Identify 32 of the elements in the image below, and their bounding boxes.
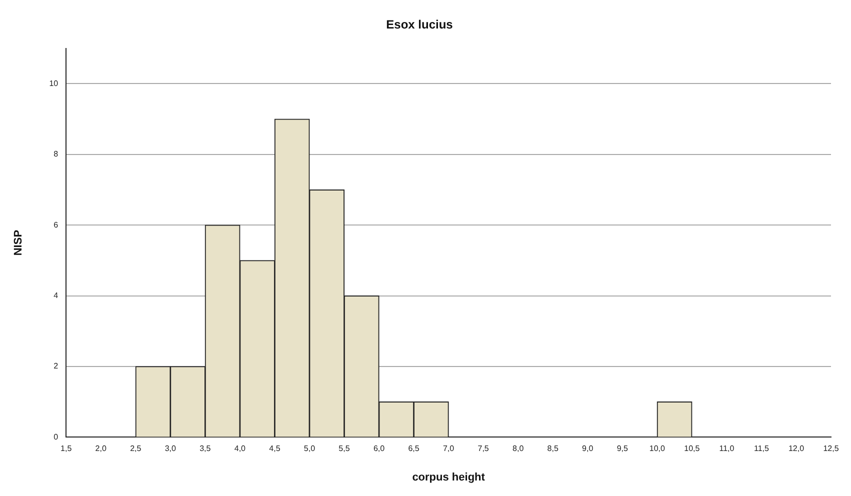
x-tick-label: 11,0 <box>719 444 735 454</box>
x-tick-label: 10,0 <box>649 444 666 454</box>
x-tick-label: 3,0 <box>164 444 177 454</box>
y-tick-label: 2 <box>54 362 59 371</box>
x-tick-label: 2,5 <box>130 444 142 454</box>
x-tick-label: 5,0 <box>304 444 316 454</box>
x-tick-label: 9,5 <box>616 444 628 454</box>
x-axis-title: corpus height <box>412 471 486 484</box>
x-tick-label: 8,5 <box>547 444 559 454</box>
y-tick-label: 10 <box>49 78 59 88</box>
x-tick-label: 4,5 <box>269 444 281 454</box>
x-tick-label: 6,0 <box>373 444 386 454</box>
x-tick-label: 3,5 <box>200 444 212 454</box>
chart-title: Esox lucius <box>386 18 454 32</box>
x-tick-label: 4,0 <box>234 444 246 454</box>
x-tick-label: 12,5 <box>823 444 840 454</box>
y-axis-title: NISP <box>12 230 25 256</box>
x-tick-label: 1,5 <box>60 444 72 454</box>
x-tick-label: 5,5 <box>338 444 350 454</box>
x-tick-label: 9,0 <box>582 444 594 454</box>
x-tick-label: 7,0 <box>442 444 455 454</box>
x-tick-label: 11,5 <box>754 444 770 454</box>
x-tick-label: 2,0 <box>95 444 107 454</box>
y-tick-label: 6 <box>54 220 59 230</box>
x-tick-label: 7,5 <box>478 444 490 454</box>
x-tick-label: 6,5 <box>408 444 420 454</box>
x-tick-label: 12,0 <box>788 444 805 454</box>
y-tick-label: 0 <box>54 432 59 442</box>
y-tick-label: 4 <box>54 291 59 300</box>
y-tick-label: 8 <box>54 150 59 159</box>
x-tick-label: 10,5 <box>684 444 700 454</box>
x-tick-label: 8,0 <box>512 444 524 454</box>
